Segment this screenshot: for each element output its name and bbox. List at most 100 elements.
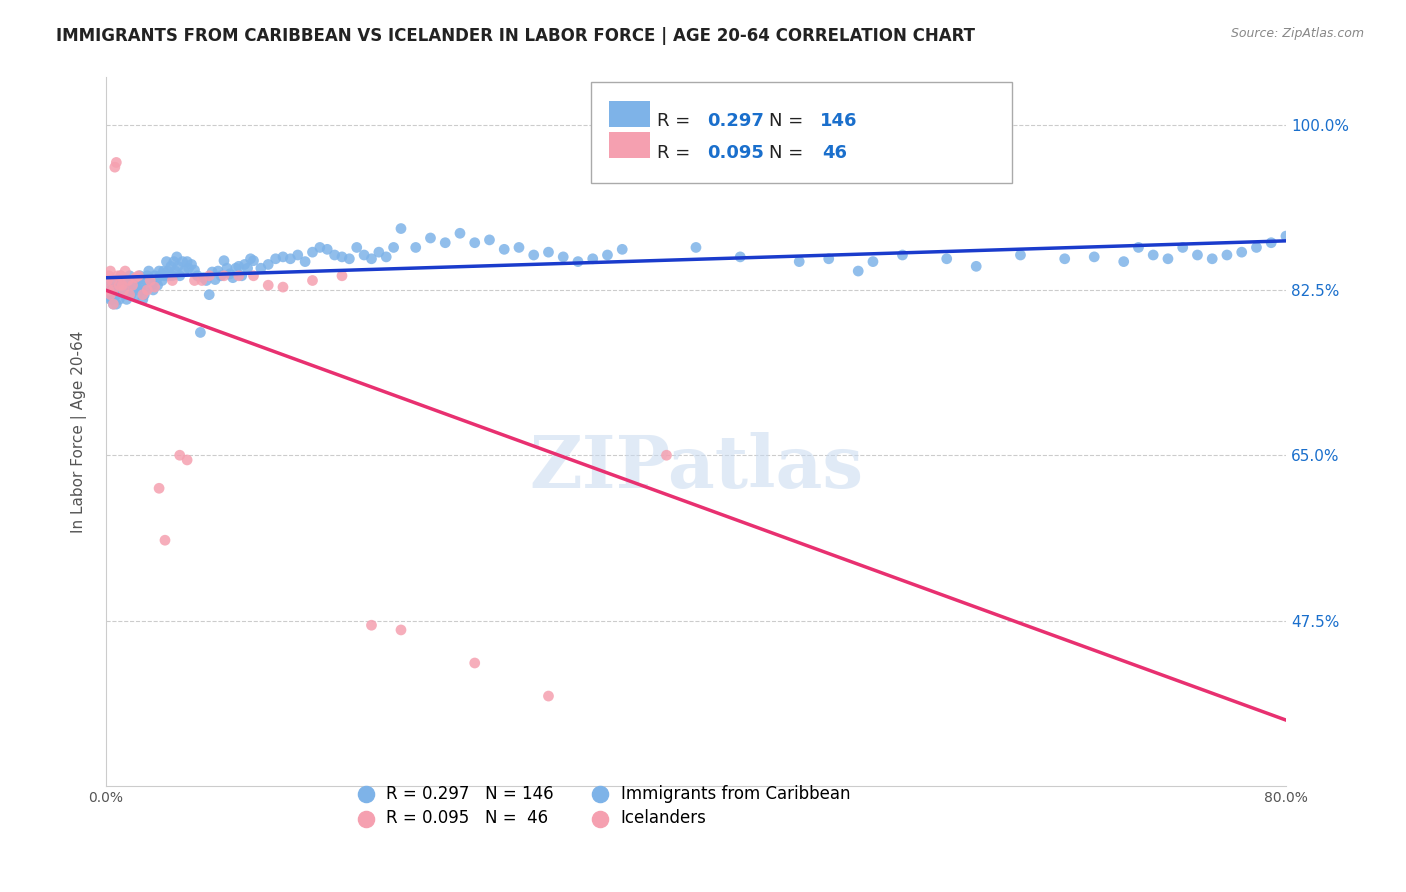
Point [100, 293, 122, 307]
Point [157, 268, 180, 283]
Point [846, 264, 869, 278]
Point [105, 155, 128, 169]
Point [177, 261, 200, 276]
Point [118, 287, 141, 301]
Point [1216, 248, 1239, 262]
Point [464, 235, 486, 250]
Point [127, 268, 149, 283]
Point [965, 260, 987, 274]
Point [117, 283, 139, 297]
Point [145, 273, 167, 287]
Point [201, 265, 224, 279]
Point [169, 448, 191, 462]
Point [508, 240, 530, 254]
Point [337, 252, 360, 266]
Point [330, 268, 353, 283]
Point [108, 293, 131, 307]
Point [115, 293, 138, 307]
Point [131, 278, 153, 293]
Point [817, 252, 839, 266]
Point [233, 257, 256, 271]
Point [212, 268, 235, 283]
Point [149, 268, 172, 283]
Point [152, 264, 174, 278]
Point [567, 254, 589, 268]
Point [198, 268, 221, 283]
Point [523, 248, 546, 262]
Point [118, 268, 141, 283]
Point [389, 221, 412, 235]
Point [207, 264, 229, 278]
Point [257, 257, 280, 271]
Text: N =: N = [769, 144, 815, 161]
Point [655, 448, 678, 462]
Point [103, 297, 125, 311]
Text: ZIPatlas: ZIPatlas [529, 432, 863, 502]
Point [139, 273, 162, 287]
Point [117, 278, 139, 293]
Point [100, 287, 122, 301]
Point [744, 155, 766, 169]
Point [1112, 254, 1135, 268]
Point [1171, 240, 1194, 254]
Text: 46: 46 [823, 144, 848, 161]
Text: IMMIGRANTS FROM CARIBBEAN VS ICELANDER IN LABOR FORCE | AGE 20-64 CORRELATION CH: IMMIGRANTS FROM CARIBBEAN VS ICELANDER I… [56, 27, 976, 45]
Point [162, 268, 184, 283]
Point [97, 278, 120, 293]
Point [143, 280, 166, 294]
Point [271, 250, 294, 264]
Point [287, 248, 309, 262]
Point [219, 267, 242, 281]
Point [250, 261, 273, 276]
Point [478, 233, 501, 247]
Point [100, 264, 122, 278]
Point [382, 240, 405, 254]
Point [346, 240, 368, 254]
Point [121, 283, 143, 297]
Point [132, 293, 155, 307]
Point [150, 273, 173, 287]
Point [103, 283, 125, 297]
Point [100, 287, 122, 301]
Point [114, 287, 136, 301]
Point [160, 260, 183, 274]
Point [257, 278, 280, 293]
Point [103, 283, 125, 297]
Point [186, 268, 208, 283]
Point [111, 278, 134, 293]
Point [165, 264, 187, 278]
Point [114, 264, 136, 278]
Point [215, 261, 238, 276]
Point [105, 297, 128, 311]
Point [1275, 229, 1298, 244]
Text: 0.095: 0.095 [707, 144, 763, 161]
Point [212, 253, 235, 268]
Text: N =: N = [769, 112, 808, 130]
Point [271, 280, 294, 294]
Point [96, 278, 118, 293]
Point [101, 293, 124, 307]
Point [142, 283, 165, 297]
Point [209, 268, 232, 283]
Point [156, 264, 179, 278]
Point [198, 287, 221, 301]
Point [728, 250, 751, 264]
Point [110, 278, 132, 293]
Point [222, 270, 245, 285]
Point [107, 268, 129, 283]
Point [537, 245, 560, 260]
Point [163, 254, 186, 268]
Point [301, 273, 323, 287]
Point [139, 273, 162, 287]
Point [1083, 250, 1105, 264]
Point [155, 254, 177, 268]
Point [553, 250, 575, 264]
Point [582, 252, 605, 266]
Point [153, 268, 176, 283]
Y-axis label: In Labor Force | Age 20-64: In Labor Force | Age 20-64 [72, 330, 87, 533]
Point [1142, 248, 1164, 262]
Point [180, 257, 202, 271]
Point [136, 268, 159, 283]
Legend: R = 0.297   N = 146, R = 0.095   N =  46, Immigrants from Caribbean, Icelanders: R = 0.297 N = 146, R = 0.095 N = 46, Imm… [346, 778, 856, 834]
Point [537, 689, 560, 703]
